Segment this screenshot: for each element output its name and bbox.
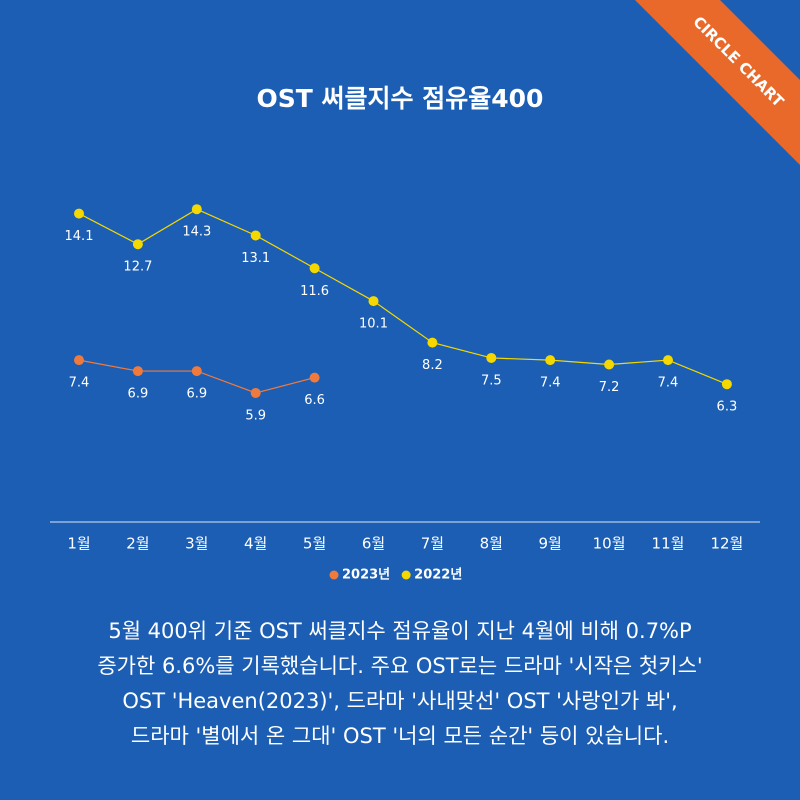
data-label: 10.1 <box>359 317 388 332</box>
x-tick-label: 4월 <box>244 535 267 553</box>
badge-ribbon <box>635 0 800 165</box>
data-label: 7.4 <box>658 376 679 391</box>
data-point <box>604 359 615 370</box>
x-tick-label: 6월 <box>362 535 385 553</box>
data-point <box>663 355 673 366</box>
data-point <box>191 366 202 377</box>
body-text: 5월 400위 기준 OST 써클지수 점유율이 지난 4월에 비해 0.7%P <box>108 619 691 643</box>
x-tick-label: 11월 <box>652 535 685 553</box>
body-text: 증가한 6.6%를 기록했습니다. 주요 OST로는 드라마 '시작은 첫키스' <box>97 654 702 678</box>
data-point <box>74 355 84 366</box>
data-label: 12.7 <box>123 260 152 275</box>
legend-swatch <box>329 570 339 580</box>
x-tick-label: 12월 <box>710 535 743 553</box>
legend-label: 2022년 <box>414 568 462 583</box>
data-point <box>250 230 261 241</box>
data-label: 6.9 <box>186 387 207 402</box>
data-point <box>132 366 143 377</box>
x-tick-label: 1월 <box>67 535 90 553</box>
data-label: 13.1 <box>241 251 270 266</box>
data-label: 14.1 <box>65 229 94 244</box>
data-point <box>309 372 320 383</box>
x-tick-label: 5월 <box>303 535 326 553</box>
x-tick-label: 7월 <box>421 535 444 553</box>
chart-title: OST 써클지수 점유율400 <box>257 84 544 113</box>
data-label: 8.2 <box>422 358 443 373</box>
data-label: 7.2 <box>599 380 620 395</box>
x-tick-label: 10월 <box>593 535 626 553</box>
body-text: OST 'Heaven(2023)', 드라마 '사내맞선' OST '사랑인가… <box>122 689 677 713</box>
legend-swatch <box>401 570 411 580</box>
data-point <box>74 208 84 219</box>
data-label: 6.6 <box>304 393 325 408</box>
data-label: 6.9 <box>128 387 149 402</box>
data-point <box>486 352 497 363</box>
data-label: 6.3 <box>717 400 738 415</box>
data-point <box>545 355 556 366</box>
data-point <box>250 387 261 398</box>
x-tick-label: 8월 <box>480 535 503 553</box>
data-label: 7.5 <box>481 373 502 388</box>
x-tick-label: 9월 <box>539 535 562 553</box>
data-label: 7.4 <box>540 376 561 391</box>
data-point <box>191 204 202 215</box>
legend-label: 2023년 <box>342 568 390 583</box>
data-point <box>309 263 320 274</box>
data-point <box>427 337 438 348</box>
data-label: 14.3 <box>182 225 211 240</box>
data-label: 7.4 <box>69 376 90 391</box>
data-point <box>721 379 732 390</box>
series-line <box>78 208 728 385</box>
x-tick-label: 2월 <box>126 535 149 553</box>
body-text: 드라마 '별에서 온 그대' OST '너의 모든 순간' 등이 있습니다. <box>131 724 669 748</box>
x-tick-label: 3월 <box>185 535 208 553</box>
data-label: 11.6 <box>300 284 329 299</box>
data-point <box>368 296 379 307</box>
data-label: 5.9 <box>245 408 266 423</box>
data-point <box>132 239 143 250</box>
